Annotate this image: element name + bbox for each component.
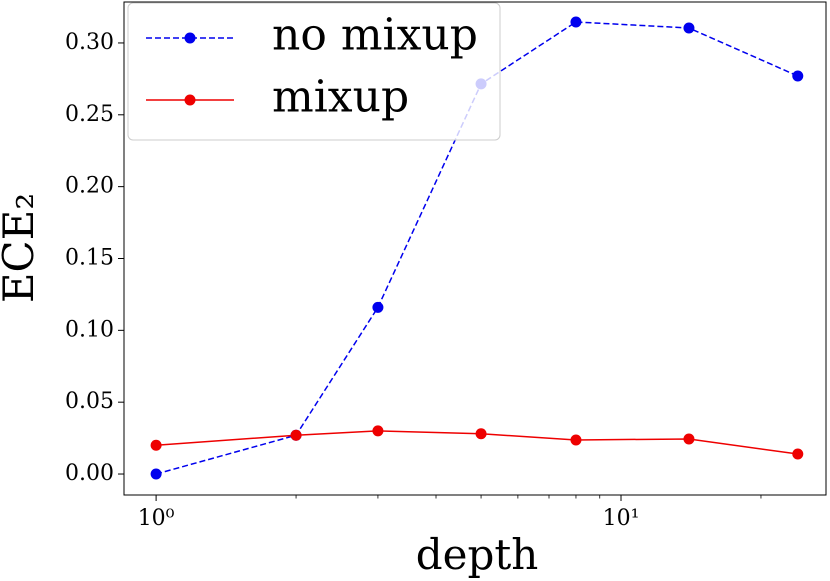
- series-marker: [290, 429, 302, 441]
- legend-marker: [184, 32, 196, 44]
- legend-label: mixup: [272, 72, 409, 123]
- series-marker: [792, 448, 804, 460]
- y-tick-label: 0.25: [65, 102, 114, 127]
- plot-frame: [123, 1, 827, 496]
- series-marker: [570, 434, 582, 446]
- series-marker: [792, 70, 804, 82]
- series-marker: [372, 425, 384, 437]
- series-marker: [372, 301, 384, 313]
- y-axis-label: ECE₂: [0, 193, 43, 303]
- legend-marker: [184, 94, 196, 106]
- x-tick-label: 10¹: [603, 506, 640, 531]
- y-tick-label: 0.15: [65, 245, 114, 270]
- series-marker: [150, 439, 162, 451]
- x-tick-label: 10⁰: [138, 506, 175, 531]
- series-marker: [475, 428, 487, 440]
- y-tick-label: 0.10: [65, 317, 114, 342]
- y-tick-label: 0.00: [65, 461, 114, 486]
- series-marker: [683, 433, 695, 445]
- series-marker: [150, 468, 162, 480]
- series-marker: [570, 16, 582, 28]
- series-marker: [683, 22, 695, 34]
- x-axis-label: depth: [416, 530, 539, 579]
- legend-label: no mixup: [272, 10, 478, 61]
- y-tick-label: 0.30: [65, 30, 114, 55]
- y-tick-label: 0.05: [65, 389, 114, 414]
- y-tick-label: 0.20: [65, 174, 114, 199]
